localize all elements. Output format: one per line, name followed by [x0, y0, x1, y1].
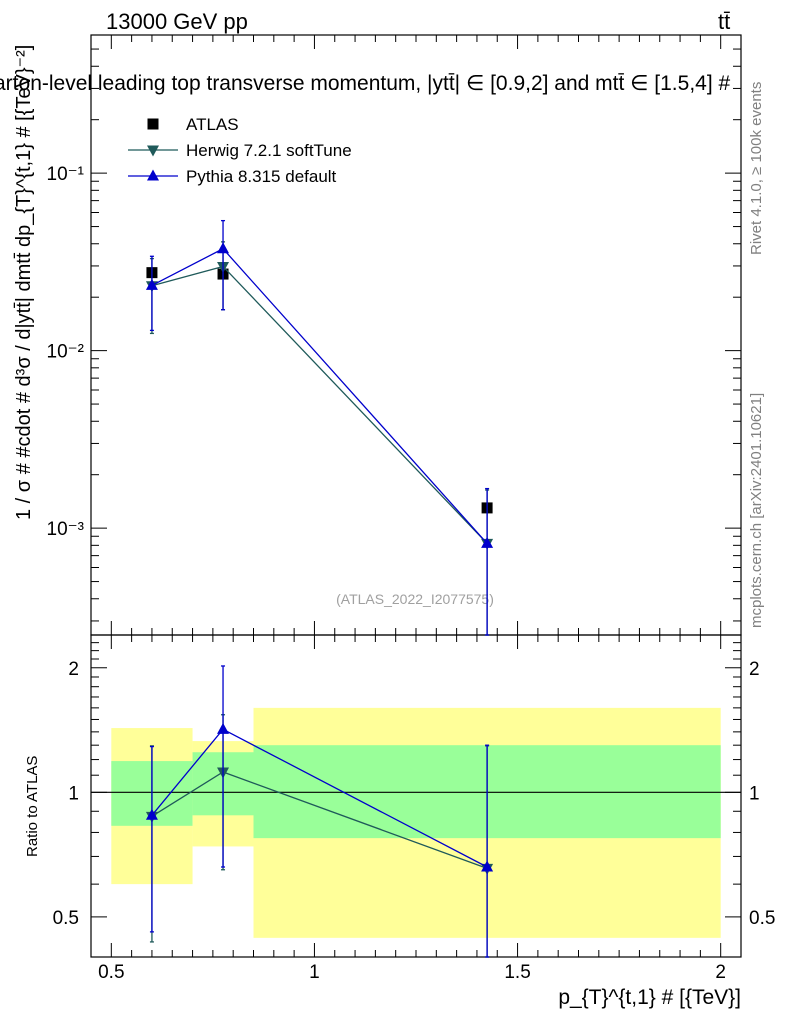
x-tick-label: 2	[715, 962, 726, 983]
legend: ATLAS Herwig 7.2.1 softTune Pythia 8.315 d…	[128, 115, 352, 186]
ratio-y-tick-label-right: 0.5	[749, 908, 775, 929]
plot-title: Parton-level leading top transverse mome…	[0, 72, 731, 95]
legend-herwig-marker	[147, 145, 159, 157]
ratio-series-layer	[145, 665, 494, 958]
ratio-y-tick-label-left: 2	[68, 659, 79, 680]
legend-pythia-marker	[147, 169, 159, 181]
pythia-point	[145, 278, 158, 290]
pythia-ratio-point	[145, 808, 158, 820]
main-y-tick-label: 10⁻²	[47, 342, 85, 363]
pythia-point	[481, 536, 494, 548]
pythia-ratio-point	[481, 860, 494, 872]
x-tick-label: 1	[309, 962, 320, 983]
x-axis-label: p_{T}^{t,1} # [{TeV}]	[558, 986, 741, 1009]
legend-atlas-marker	[147, 118, 159, 130]
axis-ticks: 0.5 1 1.5 2 10⁻³ 10⁻² 10⁻¹ 0.5 0.5 1 1 2 2	[47, 35, 775, 983]
ratio-y-tick-label-left: 1	[68, 783, 79, 804]
herwig-line	[151, 265, 488, 544]
ratio-y-tick-label-left: 0.5	[53, 908, 79, 929]
main-y-axis-label: 1 / σ # #cdot # d³σ / d|ytt̄| dmtt̄ dp_{…	[13, 45, 35, 520]
uncertainty-bands	[91, 707, 741, 938]
legend-herwig-label: Herwig 7.2.1 softTune	[186, 141, 352, 160]
process-label: tt̄	[718, 9, 730, 34]
ratio-y-axis-label: Ratio to ATLAS	[24, 756, 41, 857]
energy-label: 13000 GeV pp	[106, 9, 248, 34]
x-tick-label: 1.5	[504, 962, 530, 983]
rivet-version-label: Rivet 4.1.0, ≥ 100k events	[748, 82, 765, 255]
main-series-layer	[145, 219, 494, 636]
ratio-y-tick-label-right: 2	[749, 659, 760, 680]
mcplots-label: mcplots.cern.ch [arXiv:2401.10621]	[748, 393, 765, 628]
pythia-ratio-point	[217, 722, 230, 734]
ratio-y-tick-label-right: 1	[749, 783, 760, 804]
main-y-tick-label: 10⁻³	[47, 519, 85, 540]
pythia-line	[151, 247, 488, 544]
legend-pythia-label: Pythia 8.315 default	[186, 167, 337, 186]
x-tick-label: 0.5	[98, 962, 124, 983]
analysis-watermark: (ATLAS_2022_I2077575)	[336, 591, 494, 607]
legend-atlas-label: ATLAS	[186, 115, 239, 134]
main-y-tick-label: 10⁻¹	[47, 164, 85, 185]
pythia-point	[217, 242, 230, 254]
